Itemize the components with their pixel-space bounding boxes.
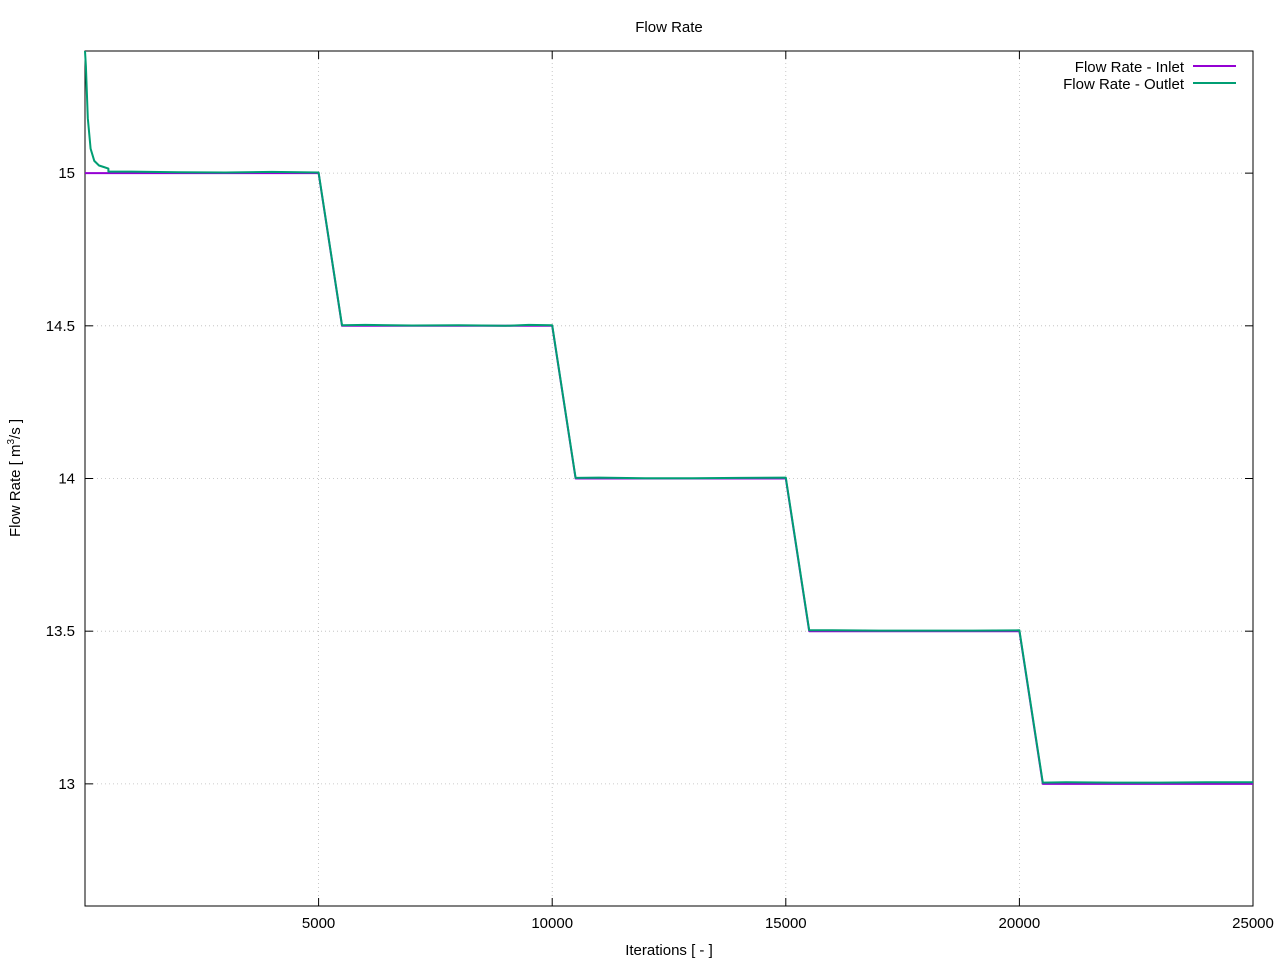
x-tick-label: 20000 [999, 915, 1041, 932]
y-axis-label-suffix: /s ] [7, 419, 24, 439]
y-axis-label-superscript: 3 [6, 439, 17, 445]
y-tick-label: 15 [58, 165, 75, 182]
x-tick-label: 5000 [302, 915, 335, 932]
chart-title: Flow Rate [635, 19, 703, 36]
y-tick-label: 13 [58, 776, 75, 793]
series-line-outlet [84, 50, 1253, 784]
legend: Flow Rate - Inlet Flow Rate - Outlet [1063, 59, 1236, 93]
x-axis-label: Iterations [ - ] [625, 942, 713, 959]
data-series [84, 50, 1253, 785]
y-axis-label-prefix: Flow Rate [ m [7, 445, 24, 538]
axis-ticks: 5000 10000 15000 20000 25000 13 13.5 14 14.5 15 [46, 51, 1274, 932]
x-tick-label: 15000 [765, 915, 807, 932]
x-tick-label: 25000 [1232, 915, 1274, 932]
x-tick-label: 10000 [531, 915, 573, 932]
y-tick-label: 13.5 [46, 623, 75, 640]
y-tick-label: 14.5 [46, 318, 75, 335]
y-tick-label: 14 [58, 471, 75, 488]
legend-label-inlet: Flow Rate - Inlet [1075, 59, 1185, 76]
legend-label-outlet: Flow Rate - Outlet [1063, 76, 1185, 93]
y-axis-label: Flow Rate [ m3/s ] [6, 419, 24, 537]
